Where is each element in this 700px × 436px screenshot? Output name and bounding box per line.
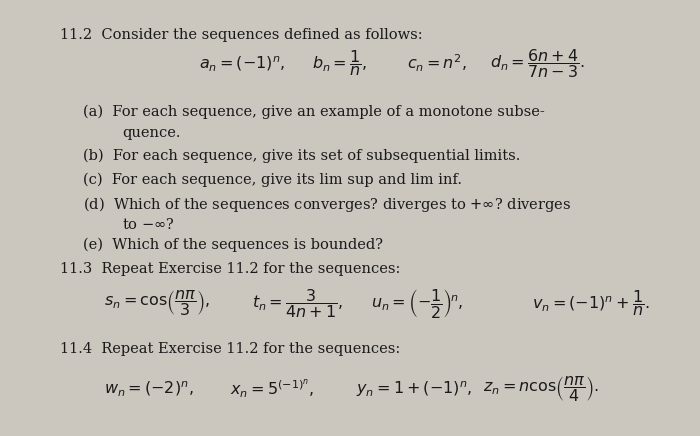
Text: to $-\infty$?: to $-\infty$? [122, 217, 175, 232]
Text: $v_n = (-1)^n + \dfrac{1}{n}.$: $v_n = (-1)^n + \dfrac{1}{n}.$ [532, 288, 650, 318]
Text: $t_n = \dfrac{3}{4n+1},$: $t_n = \dfrac{3}{4n+1},$ [252, 286, 343, 320]
Text: $b_n = \dfrac{1}{n},$: $b_n = \dfrac{1}{n},$ [312, 48, 367, 78]
Text: $x_n = 5^{(-1)^n},$: $x_n = 5^{(-1)^n},$ [230, 378, 314, 400]
Text: $w_n = (-2)^n,$: $w_n = (-2)^n,$ [104, 379, 193, 399]
Text: $a_n = (-1)^n,$: $a_n = (-1)^n,$ [199, 54, 286, 73]
Text: quence.: quence. [122, 126, 181, 140]
Text: 11.4  Repeat Exercise 11.2 for the sequences:: 11.4 Repeat Exercise 11.2 for the sequen… [60, 342, 400, 356]
Text: (b)  For each sequence, give its set of subsequential limits.: (b) For each sequence, give its set of s… [83, 148, 520, 163]
Text: $z_n = n\cos\!\left(\dfrac{n\pi}{4}\right).$: $z_n = n\cos\!\left(\dfrac{n\pi}{4}\righ… [483, 374, 599, 404]
Text: $d_n = \dfrac{6n+4}{7n-3}.$: $d_n = \dfrac{6n+4}{7n-3}.$ [490, 47, 585, 80]
Text: $c_n = n^2,$: $c_n = n^2,$ [407, 52, 468, 74]
Text: (a)  For each sequence, give an example of a monotone subse-: (a) For each sequence, give an example o… [83, 105, 545, 119]
Text: 11.2  Consider the sequences defined as follows:: 11.2 Consider the sequences defined as f… [60, 28, 422, 42]
Text: 11.3  Repeat Exercise 11.2 for the sequences:: 11.3 Repeat Exercise 11.2 for the sequen… [60, 262, 400, 276]
Text: $s_n = \cos\!\left(\dfrac{n\pi}{3}\right),$: $s_n = \cos\!\left(\dfrac{n\pi}{3}\right… [104, 288, 209, 318]
Text: $u_n = \left(-\dfrac{1}{2}\right)^{\!n},$: $u_n = \left(-\dfrac{1}{2}\right)^{\!n},… [371, 286, 463, 320]
Text: (c)  For each sequence, give its lim sup and lim inf.: (c) For each sequence, give its lim sup … [83, 172, 461, 187]
Text: (e)  Which of the sequences is bounded?: (e) Which of the sequences is bounded? [83, 238, 383, 252]
Text: $y_n = 1+(-1)^n,$: $y_n = 1+(-1)^n,$ [356, 379, 472, 399]
Text: (d)  Which of the sequences converges? diverges to $+\infty$? diverges: (d) Which of the sequences converges? di… [83, 195, 571, 214]
